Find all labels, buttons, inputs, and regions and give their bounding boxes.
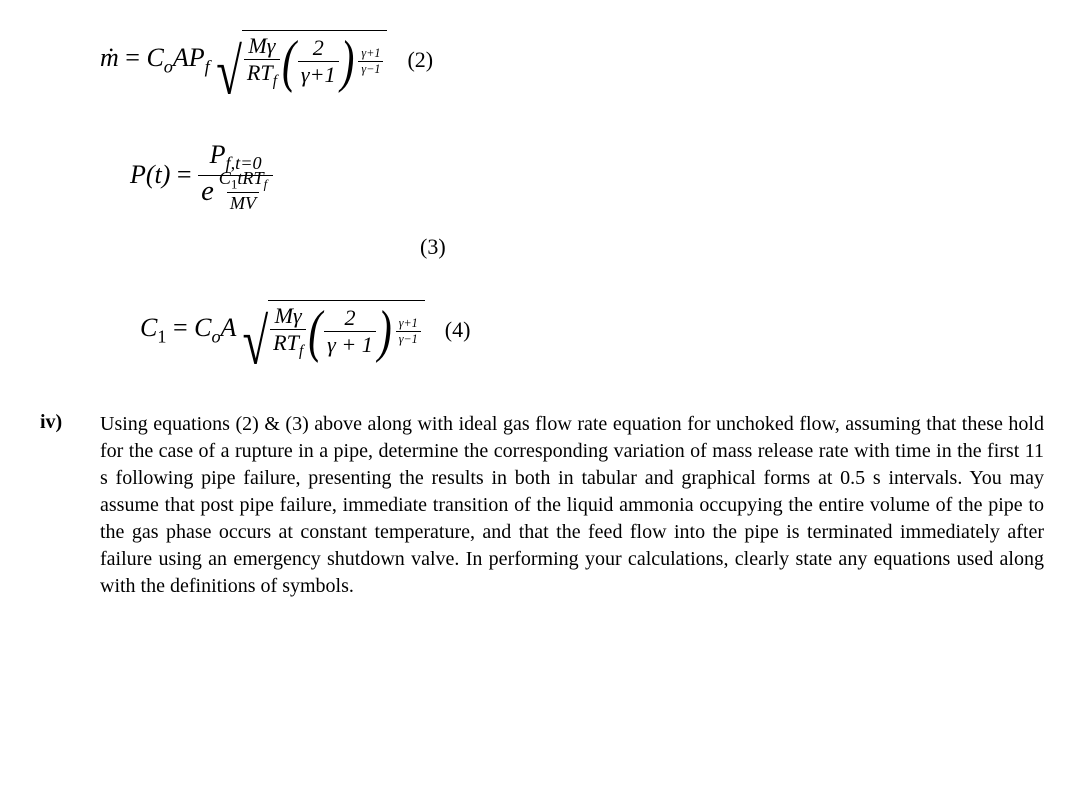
- eq4-frac1: Mγ RTf: [270, 303, 306, 360]
- eq4-exponent: γ+1 γ−1: [396, 316, 421, 347]
- eq2-lhs: ṁ: [100, 43, 119, 72]
- eq3-mainfrac: Pf,t=0 e C1tRTf MV: [198, 140, 273, 214]
- eq4-number: (4): [445, 317, 471, 343]
- eq3-exp: C1tRTf MV: [216, 168, 270, 215]
- eq2-frac1: Mγ RTf: [244, 33, 280, 90]
- eq2-math: ṁ = CoAPf √ Mγ RTf ( 2 γ+1 ) γ+1 γ−1: [100, 30, 387, 90]
- eq4-frac2: 2 γ + 1: [324, 305, 376, 358]
- eq2-number: (2): [407, 47, 433, 73]
- eq4-sqrt: √ Mγ RTf ( 2 γ + 1 ) γ+1 γ−1: [242, 300, 424, 360]
- eq2-sqrt: √ Mγ RTf ( 2 γ+1 ) γ+1 γ−1: [216, 30, 387, 90]
- eq2-frac2: 2 γ+1: [298, 35, 339, 88]
- equation-2: ṁ = CoAPf √ Mγ RTf ( 2 γ+1 ) γ+1 γ−1: [100, 30, 1044, 90]
- eq4-math: C1 = CoA √ Mγ RTf ( 2 γ + 1 ) γ+1 γ−: [140, 300, 425, 360]
- eq3-math: P(t) = Pf,t=0 e C1tRTf MV: [130, 140, 273, 214]
- equation-4: C1 = CoA √ Mγ RTf ( 2 γ + 1 ) γ+1 γ−: [140, 300, 1044, 360]
- eq3-number: (3): [420, 234, 1044, 260]
- question-label: iv): [40, 411, 100, 600]
- equation-3: P(t) = Pf,t=0 e C1tRTf MV: [130, 140, 1044, 214]
- question-iv: iv) Using equations (2) & (3) above alon…: [40, 411, 1044, 600]
- question-text: Using equations (2) & (3) above along wi…: [100, 411, 1044, 600]
- eq2-exponent: γ+1 γ−1: [358, 46, 383, 77]
